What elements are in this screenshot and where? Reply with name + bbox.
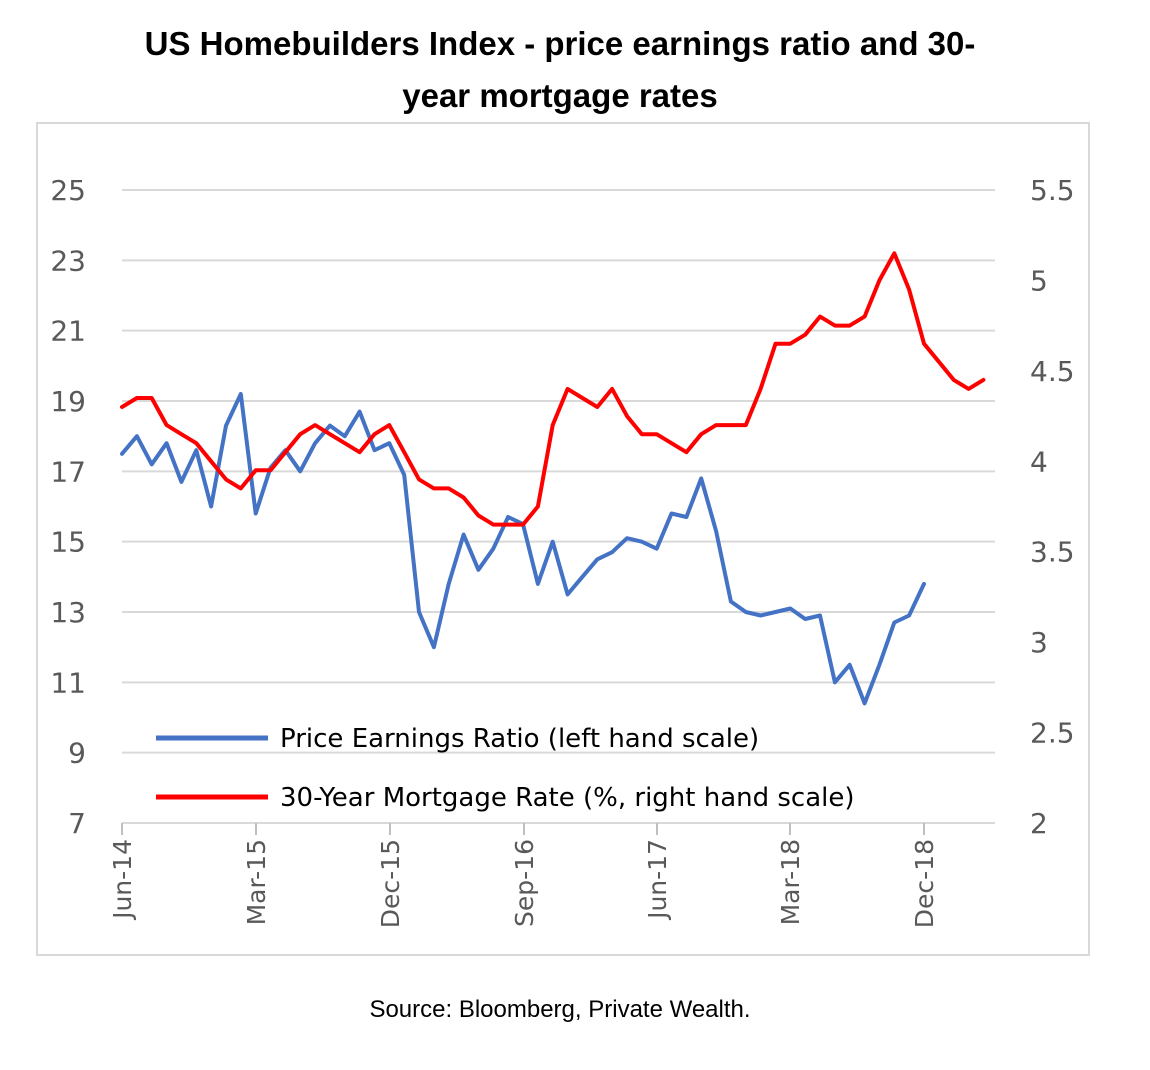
x-tick-label: Jun-17 — [643, 839, 672, 921]
chart-title: US Homebuilders Index - price earnings r… — [0, 18, 1120, 122]
y-left-tick-label: 21 — [50, 315, 86, 348]
y-right-tick-label: 5.5 — [1030, 174, 1075, 207]
x-tick-label: Jun-14 — [108, 839, 137, 921]
legend-label-mortgage-rate: 30-Year Mortgage Rate (%, right hand sca… — [280, 783, 855, 813]
source-note: Source: Bloomberg, Private Wealth. — [369, 996, 751, 1023]
y-right-tick-label: 4 — [1030, 445, 1048, 478]
y-left-tick-label: 15 — [50, 526, 86, 559]
x-tick-label: Sep-16 — [510, 839, 539, 927]
chart-frame — [36, 122, 1090, 956]
y-right-tick-label: 3 — [1030, 626, 1048, 659]
y-right-tick-label: 3.5 — [1030, 536, 1075, 569]
y-left-tick-label: 25 — [50, 174, 86, 207]
y-right-tick-label: 2.5 — [1030, 717, 1075, 750]
y-left-tick-label: 23 — [50, 244, 86, 277]
x-tick-label: Dec-15 — [376, 839, 405, 928]
legend-label-pe-ratio: Price Earnings Ratio (left hand scale) — [280, 724, 759, 754]
x-tick-label: Mar-15 — [242, 839, 271, 925]
y-left-tick-label: 19 — [50, 385, 86, 418]
x-tick-label: Dec-18 — [910, 839, 939, 928]
y-left-tick-label: 13 — [50, 596, 86, 629]
y-right-tick-label: 4.5 — [1030, 355, 1075, 388]
y-left-tick-label: 7 — [68, 807, 86, 840]
pe-ratio-line — [120, 392, 926, 706]
y-right-tick-label: 2 — [1030, 807, 1048, 840]
chart-title-line1: US Homebuilders Index - price earnings r… — [144, 25, 976, 62]
y-right-tick-label: 5 — [1030, 264, 1048, 297]
y-left-tick-label: 11 — [50, 666, 86, 699]
mortgage-rate-line — [120, 251, 986, 527]
y-left-tick-label: 17 — [50, 455, 86, 488]
x-tick-label: Mar-18 — [776, 839, 805, 925]
y-left-tick-label: 9 — [68, 737, 86, 770]
chart-title-line2: year mortgage rates — [402, 77, 718, 114]
